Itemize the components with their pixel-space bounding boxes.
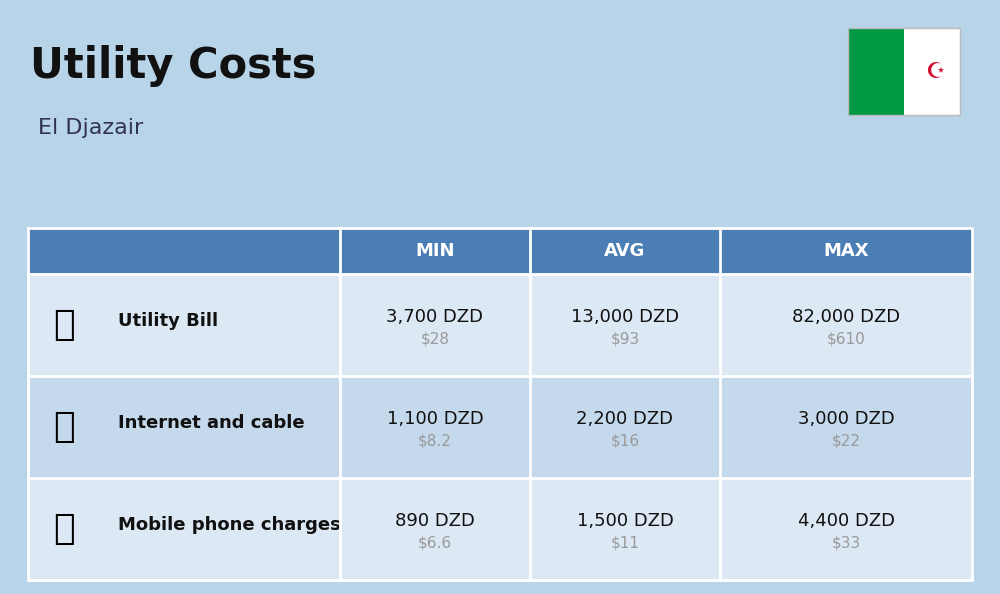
Text: 🔧: 🔧	[53, 308, 75, 342]
Text: 📶: 📶	[53, 410, 75, 444]
Polygon shape	[28, 478, 972, 580]
Text: $6.6: $6.6	[418, 536, 452, 551]
Text: MIN: MIN	[415, 242, 455, 260]
Text: $11: $11	[610, 536, 640, 551]
Text: 890 DZD: 890 DZD	[395, 512, 475, 530]
Text: ☪: ☪	[925, 62, 945, 81]
Text: 82,000 DZD: 82,000 DZD	[792, 308, 900, 326]
Text: 1,500 DZD: 1,500 DZD	[577, 512, 673, 530]
Text: 1,100 DZD: 1,100 DZD	[387, 410, 483, 428]
Text: Mobile phone charges: Mobile phone charges	[118, 516, 341, 534]
Polygon shape	[848, 28, 904, 115]
Text: $16: $16	[610, 434, 640, 448]
Text: $93: $93	[610, 331, 640, 346]
Text: 13,000 DZD: 13,000 DZD	[571, 308, 679, 326]
Text: $22: $22	[832, 434, 860, 448]
Text: $8.2: $8.2	[418, 434, 452, 448]
Polygon shape	[904, 28, 960, 115]
Text: 2,200 DZD: 2,200 DZD	[576, 410, 674, 428]
Text: $28: $28	[420, 331, 450, 346]
Text: Utility Bill: Utility Bill	[118, 312, 218, 330]
Text: 3,000 DZD: 3,000 DZD	[798, 410, 894, 428]
Text: AVG: AVG	[604, 242, 646, 260]
Polygon shape	[28, 274, 972, 376]
Polygon shape	[28, 228, 972, 274]
Text: MAX: MAX	[823, 242, 869, 260]
Text: $610: $610	[827, 331, 865, 346]
Text: $33: $33	[831, 536, 861, 551]
Text: El Djazair: El Djazair	[38, 118, 143, 138]
Polygon shape	[28, 376, 972, 478]
Text: 📱: 📱	[53, 512, 75, 546]
Text: Utility Costs: Utility Costs	[30, 45, 316, 87]
Text: Internet and cable: Internet and cable	[118, 414, 305, 432]
Text: 3,700 DZD: 3,700 DZD	[386, 308, 484, 326]
Text: 4,400 DZD: 4,400 DZD	[798, 512, 895, 530]
